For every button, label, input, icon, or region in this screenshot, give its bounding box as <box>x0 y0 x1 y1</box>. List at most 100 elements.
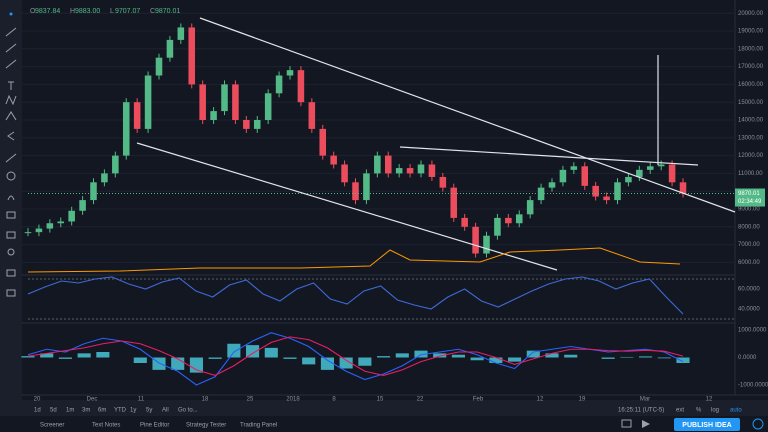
candle-body <box>24 232 32 234</box>
macd-histogram <box>208 357 222 359</box>
macd-histogram <box>601 357 615 359</box>
candle-body <box>406 168 414 174</box>
range-button[interactable]: 5y <box>146 408 152 414</box>
macd-histogram <box>302 357 316 365</box>
macd-histogram <box>676 357 690 363</box>
candle-body <box>526 200 534 215</box>
price-tick-label: 20000.00 <box>738 11 764 17</box>
macd-histogram <box>508 357 522 362</box>
range-button[interactable]: 1m <box>66 408 74 414</box>
range-button[interactable]: 6m <box>98 408 106 414</box>
status-ext[interactable]: ext <box>676 408 684 414</box>
macd-histogram <box>657 357 671 359</box>
range-button[interactable]: 1d <box>34 408 41 414</box>
candle-body <box>177 27 185 40</box>
candle-body <box>417 164 425 174</box>
candle-body <box>548 182 556 188</box>
tool-icons[interactable] <box>5 12 17 297</box>
macd-histogram <box>227 343 241 358</box>
range-button[interactable]: 1y <box>130 408 136 414</box>
candle-body <box>450 187 458 218</box>
macd-histogram <box>545 353 559 358</box>
candle-body <box>657 164 665 167</box>
macd-histogram <box>639 356 653 358</box>
publish-label[interactable]: PUBLISH IDEA <box>682 422 731 429</box>
candle-body <box>68 210 75 222</box>
candle-body <box>515 214 523 224</box>
candle-body <box>603 196 610 201</box>
volume-ma <box>27 247 681 273</box>
candle-body <box>155 57 163 76</box>
candle-body <box>232 84 239 120</box>
rsi-tick-label: 40.0000 <box>738 307 760 313</box>
trendlines <box>136 17 736 271</box>
macd-histogram <box>433 353 447 358</box>
x-tick-label: 22 <box>417 397 424 403</box>
macd-histogram <box>564 354 578 358</box>
candle-body <box>133 102 141 129</box>
x-tick-label: 2018 <box>286 397 300 403</box>
status-pct[interactable]: % <box>696 408 702 414</box>
macd-tick-label: 1000.0000 <box>738 328 767 334</box>
macd-histogram <box>246 345 260 358</box>
x-tick-label: 11 <box>138 397 145 403</box>
panel-tab[interactable]: Strategy Tester <box>186 423 226 429</box>
candle-body <box>341 164 348 183</box>
candle-body <box>363 173 370 201</box>
candle-body <box>559 169 567 183</box>
candle-body <box>625 176 632 183</box>
panel-tab[interactable]: Pine Editor <box>140 423 169 429</box>
ohlc-value: 9707.07 <box>115 8 140 15</box>
share-icon[interactable] <box>642 420 650 428</box>
price-tick-label: 11000.00 <box>738 171 763 177</box>
status-auto[interactable]: auto <box>730 408 742 414</box>
range-button[interactable]: Go to... <box>178 408 198 414</box>
macd-histogram <box>358 357 372 366</box>
ohlc-label: C <box>150 8 155 15</box>
macd-histogram <box>526 350 540 358</box>
ohlc-value: 9883.00 <box>75 8 100 15</box>
ohlc-value: 9870.01 <box>155 8 180 15</box>
macd-histogram <box>395 353 409 358</box>
macd-histogram <box>414 350 428 358</box>
candle-body <box>122 102 130 156</box>
candle-body <box>646 166 654 170</box>
macd-histogram <box>620 356 634 358</box>
x-tick-label: 18 <box>202 397 209 403</box>
status-time: 16:25:11 (UTC-5) <box>618 408 664 414</box>
macd-histogram <box>96 352 110 358</box>
publish-button[interactable] <box>674 418 740 431</box>
play-icon[interactable] <box>752 418 764 430</box>
range-button[interactable]: 5d <box>50 408 57 414</box>
candle-body <box>79 200 86 211</box>
macd-histogram <box>377 356 391 358</box>
range-button[interactable]: 3m <box>82 408 90 414</box>
range-button[interactable]: All <box>162 408 169 414</box>
countdown: 02:34:49 <box>738 199 762 205</box>
panel-tab[interactable]: Trading Panel <box>240 423 277 429</box>
price-tick-label: 18000.00 <box>738 46 764 52</box>
camera-icon[interactable] <box>621 419 632 428</box>
candle-body <box>668 164 676 183</box>
candle-body <box>592 185 599 197</box>
candle-body <box>384 155 392 174</box>
range-button[interactable]: YTD <box>114 408 127 414</box>
price-tick-label: 19000.00 <box>738 29 764 35</box>
panel-tab[interactable]: Text Notes <box>92 423 120 429</box>
candle-body <box>581 166 589 186</box>
candle-body <box>395 168 403 174</box>
candle-body <box>352 182 359 201</box>
candle-body <box>57 221 65 224</box>
macd-tick-label: -1000.0000 <box>738 383 768 389</box>
candle-body <box>275 75 283 94</box>
panel-tab[interactable]: Screener <box>40 423 64 429</box>
candle-body <box>461 217 468 227</box>
macd-histogram <box>451 354 465 358</box>
candle-body <box>221 84 228 112</box>
price-tick-label: 15000.00 <box>738 100 764 106</box>
tabs-bar <box>0 416 768 432</box>
candle-body <box>253 120 261 129</box>
status-log[interactable]: log <box>711 408 719 414</box>
candle-body <box>199 84 206 120</box>
